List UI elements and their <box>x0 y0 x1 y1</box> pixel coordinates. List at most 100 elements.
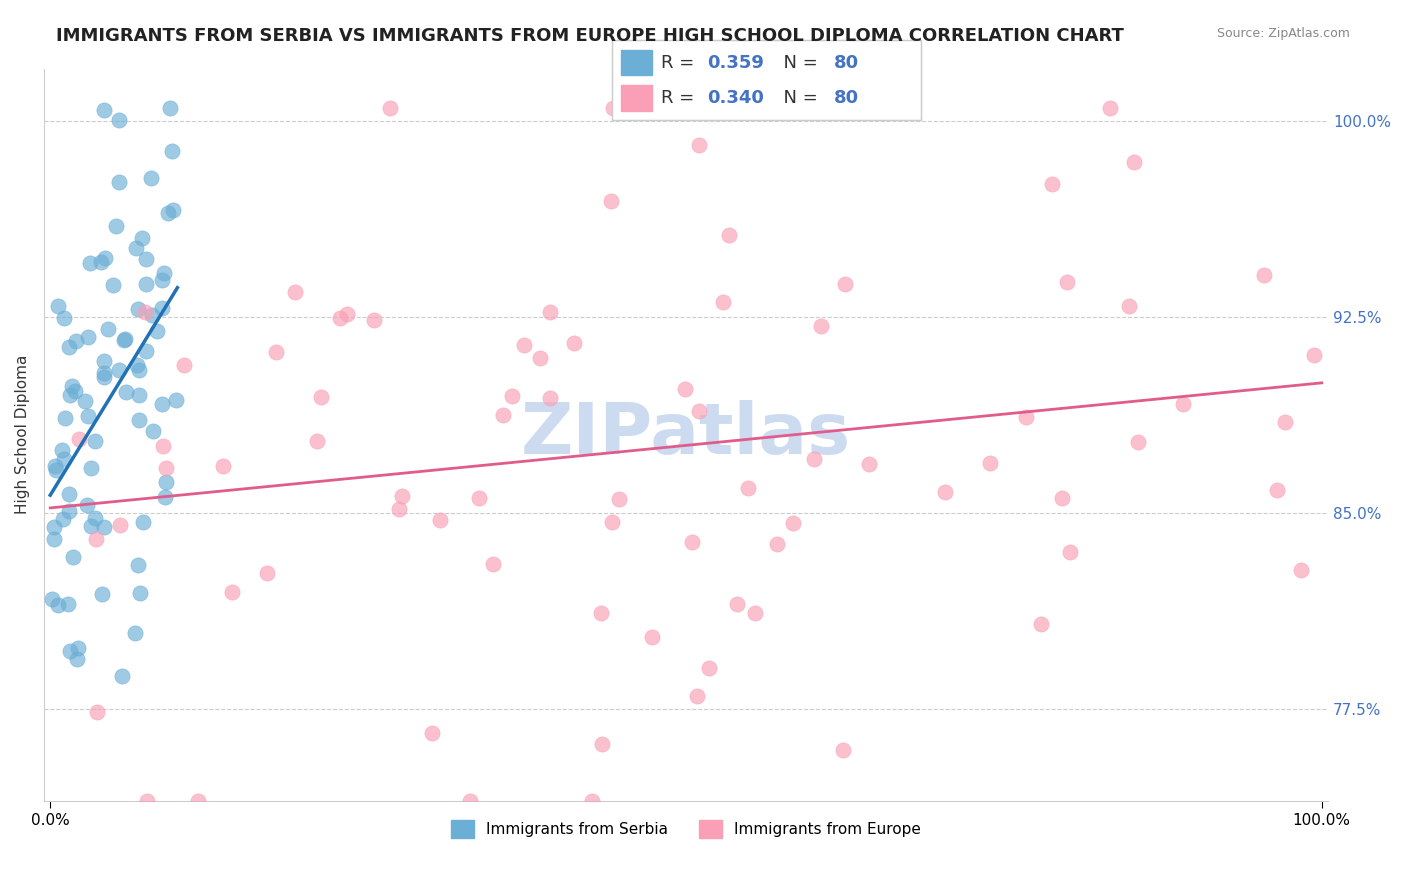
Point <box>114 384 136 399</box>
Point <box>142 424 165 438</box>
Point <box>607 492 630 507</box>
Point <box>600 194 623 209</box>
Point <box>58 486 80 500</box>
Point <box>93 520 115 534</box>
Point <box>124 626 146 640</box>
Point <box>1040 177 1063 191</box>
Point <box>108 175 131 189</box>
Point <box>59 388 82 402</box>
Point <box>73 393 96 408</box>
Point <box>134 305 156 319</box>
Text: Source: ZipAtlas.com: Source: ZipAtlas.com <box>1216 27 1350 40</box>
Point <box>46 299 69 313</box>
FancyBboxPatch shape <box>621 85 652 111</box>
Point <box>150 397 173 411</box>
Point <box>111 668 134 682</box>
Legend: Immigrants from Serbia, Immigrants from Europe: Immigrants from Serbia, Immigrants from … <box>446 814 927 845</box>
Point <box>62 549 84 564</box>
Point <box>53 411 76 425</box>
Point <box>103 278 125 293</box>
Point <box>564 336 586 351</box>
Point <box>84 510 107 524</box>
Point <box>725 597 748 611</box>
Point <box>159 101 181 115</box>
Point <box>53 310 76 325</box>
Point <box>468 491 491 505</box>
Point <box>80 518 103 533</box>
Point <box>858 457 880 471</box>
Point <box>79 255 101 269</box>
Point <box>429 513 451 527</box>
Point <box>1274 416 1296 430</box>
Point <box>1050 491 1073 505</box>
Point <box>1126 435 1149 450</box>
Point <box>135 277 157 291</box>
Point <box>492 409 515 423</box>
Point <box>125 241 148 255</box>
Point <box>155 490 177 504</box>
Point <box>1265 483 1288 497</box>
Point <box>127 301 149 316</box>
Point <box>86 705 108 719</box>
Point <box>52 451 75 466</box>
Text: ZIPatlas: ZIPatlas <box>522 401 851 469</box>
Point <box>737 481 759 495</box>
Point <box>60 379 83 393</box>
Point <box>46 598 69 612</box>
Point <box>420 725 443 739</box>
Point <box>132 515 155 529</box>
Text: 0.359: 0.359 <box>707 54 765 71</box>
Point <box>1171 397 1194 411</box>
Point <box>591 606 613 620</box>
Point <box>45 463 67 477</box>
Point <box>107 363 129 377</box>
Point <box>388 502 411 516</box>
Point <box>718 228 741 243</box>
Point <box>41 592 63 607</box>
Point <box>65 334 87 349</box>
Point <box>766 537 789 551</box>
Point <box>1056 275 1078 289</box>
Point <box>162 202 184 217</box>
Point <box>105 219 128 234</box>
Point <box>513 337 536 351</box>
Point <box>458 794 481 808</box>
Point <box>157 206 180 220</box>
Point <box>711 295 734 310</box>
Point <box>305 434 328 448</box>
Point <box>42 520 65 534</box>
Point <box>659 101 682 115</box>
Point <box>42 532 65 546</box>
Point <box>153 266 176 280</box>
Point <box>686 690 709 704</box>
Point <box>1123 155 1146 169</box>
Point <box>127 558 149 572</box>
Point <box>135 252 157 267</box>
Point <box>56 597 79 611</box>
Point <box>934 485 956 500</box>
Point <box>641 630 664 644</box>
Point <box>59 644 82 658</box>
Point <box>77 409 100 424</box>
Point <box>128 413 150 427</box>
Point <box>810 319 832 334</box>
Point <box>108 112 131 127</box>
Point <box>363 313 385 327</box>
Text: N =: N = <box>772 54 824 71</box>
Point <box>264 345 287 359</box>
Text: 80: 80 <box>834 54 859 71</box>
Point <box>67 432 90 446</box>
Point <box>145 324 167 338</box>
Point <box>782 516 804 530</box>
Point <box>93 353 115 368</box>
Point <box>688 404 710 418</box>
Point <box>114 332 136 346</box>
Point <box>51 443 73 458</box>
Point <box>212 458 235 473</box>
Point <box>84 434 107 449</box>
Point <box>139 170 162 185</box>
Point <box>681 534 703 549</box>
Point <box>591 737 613 751</box>
Point <box>803 452 825 467</box>
Text: R =: R = <box>661 89 700 107</box>
